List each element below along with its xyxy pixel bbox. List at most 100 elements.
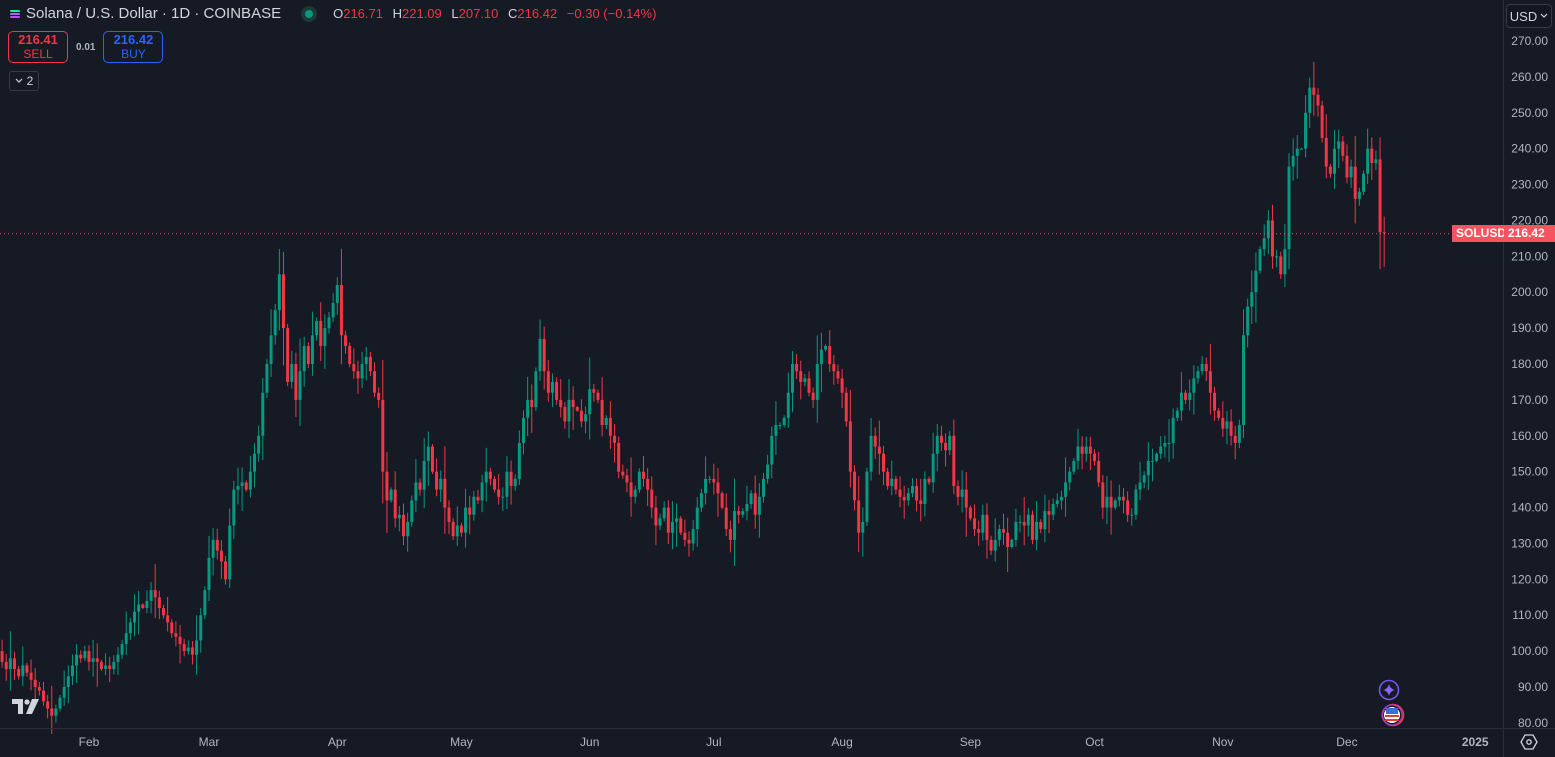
star-event-icon[interactable]	[1378, 679, 1400, 701]
candle-body	[418, 482, 422, 490]
candle-body	[190, 647, 194, 655]
symbol-title[interactable]: Solana / U.S. Dollar · 1D · COINBASE	[26, 5, 282, 22]
candle-body	[166, 615, 170, 623]
candle	[844, 387, 848, 427]
indicators-toggle-button[interactable]: 2	[9, 71, 39, 91]
candle	[637, 468, 641, 493]
candle-body	[443, 478, 447, 508]
candle-body	[625, 475, 629, 483]
candle	[997, 524, 1001, 547]
candle-body	[58, 697, 62, 709]
settings-icon[interactable]	[1520, 734, 1538, 750]
candle-body	[915, 486, 919, 501]
sell-label: SELL	[23, 47, 53, 61]
candle-body	[99, 661, 103, 670]
candle	[37, 682, 41, 696]
candle-body	[141, 604, 145, 609]
candle-body	[1059, 496, 1063, 501]
candle-body	[120, 643, 124, 655]
candle-body	[877, 446, 881, 454]
buy-label: BUY	[121, 47, 146, 61]
x-tick-label: Jul	[706, 735, 721, 749]
trade-panel: 216.41 SELL 0.01 216.42 BUY	[8, 31, 164, 63]
candle-body	[873, 435, 877, 447]
candle	[935, 424, 939, 472]
candle-body	[546, 371, 550, 393]
candle-body	[935, 435, 939, 454]
x-tick-label: Nov	[1212, 735, 1233, 749]
candle	[985, 503, 989, 559]
candle	[476, 489, 480, 504]
candle	[724, 493, 728, 537]
candle-body	[853, 471, 857, 501]
candle	[58, 694, 62, 712]
candle	[877, 420, 881, 475]
candle-body	[1146, 460, 1150, 476]
candle	[1113, 498, 1117, 510]
candle-body	[898, 489, 902, 497]
candle-body	[997, 529, 1001, 540]
sell-button[interactable]: 216.41 SELL	[8, 31, 68, 63]
candle	[733, 478, 737, 567]
candle	[41, 681, 45, 706]
candle	[708, 475, 712, 484]
time-axis[interactable]: Feb Mar Apr May Jun Jul Aug Sep Oct Nov Dec 2025	[79, 735, 1489, 749]
tradingview-logo-icon[interactable]	[12, 699, 42, 715]
candle	[70, 654, 74, 686]
candle	[505, 456, 509, 510]
candle	[1167, 419, 1171, 462]
candle	[819, 332, 823, 393]
us-flag-event-icon[interactable]	[1377, 703, 1409, 727]
currency-select[interactable]: USD	[1506, 4, 1552, 28]
x-tick-label: Aug	[831, 735, 852, 749]
price-axis[interactable]: 80.00 90.00 100.00 110.00 120.00 130.00 140.00…	[1511, 34, 1548, 730]
candle	[728, 520, 732, 553]
candle	[1213, 386, 1217, 421]
candle	[633, 485, 637, 504]
candle	[757, 483, 761, 538]
candle	[604, 415, 608, 430]
x-tick-label: Dec	[1336, 735, 1357, 749]
candle-body	[1295, 148, 1299, 156]
candle	[21, 646, 25, 686]
candle	[253, 443, 257, 488]
candle	[691, 520, 695, 551]
candle	[348, 342, 352, 368]
candle	[881, 445, 885, 485]
candle	[480, 474, 484, 513]
candle	[1014, 508, 1018, 547]
x-tick-label: Apr	[328, 735, 347, 749]
candle-body	[397, 514, 401, 519]
candle	[1018, 515, 1022, 533]
candle-body	[381, 399, 385, 472]
candle-body	[1279, 256, 1283, 275]
candle-body	[352, 364, 356, 372]
candle	[1208, 343, 1212, 415]
candle	[509, 460, 513, 505]
candle	[501, 487, 505, 512]
candle-body	[95, 658, 99, 662]
y-tick-label: 170.00	[1511, 393, 1548, 407]
candle	[203, 586, 207, 619]
buy-button[interactable]: 216.42 BUY	[103, 31, 164, 63]
candle	[795, 354, 799, 380]
candle	[1026, 508, 1030, 537]
candle-body	[584, 414, 588, 422]
candle	[426, 431, 430, 486]
candle-body	[604, 417, 608, 426]
candle-body	[8, 658, 12, 670]
candle-body	[749, 493, 753, 504]
candle-body	[1378, 159, 1382, 233]
y-tick-label: 270.00	[1511, 34, 1548, 48]
candle	[1366, 128, 1370, 184]
candle-body	[145, 600, 149, 609]
candle	[1006, 517, 1010, 573]
candle-body	[1030, 514, 1034, 540]
candle	[141, 603, 145, 610]
market-open-dot-icon[interactable]	[301, 5, 318, 22]
y-tick-label: 90.00	[1518, 680, 1548, 694]
candle	[120, 639, 124, 659]
candle-body	[1324, 137, 1328, 167]
candle-body	[50, 708, 54, 716]
